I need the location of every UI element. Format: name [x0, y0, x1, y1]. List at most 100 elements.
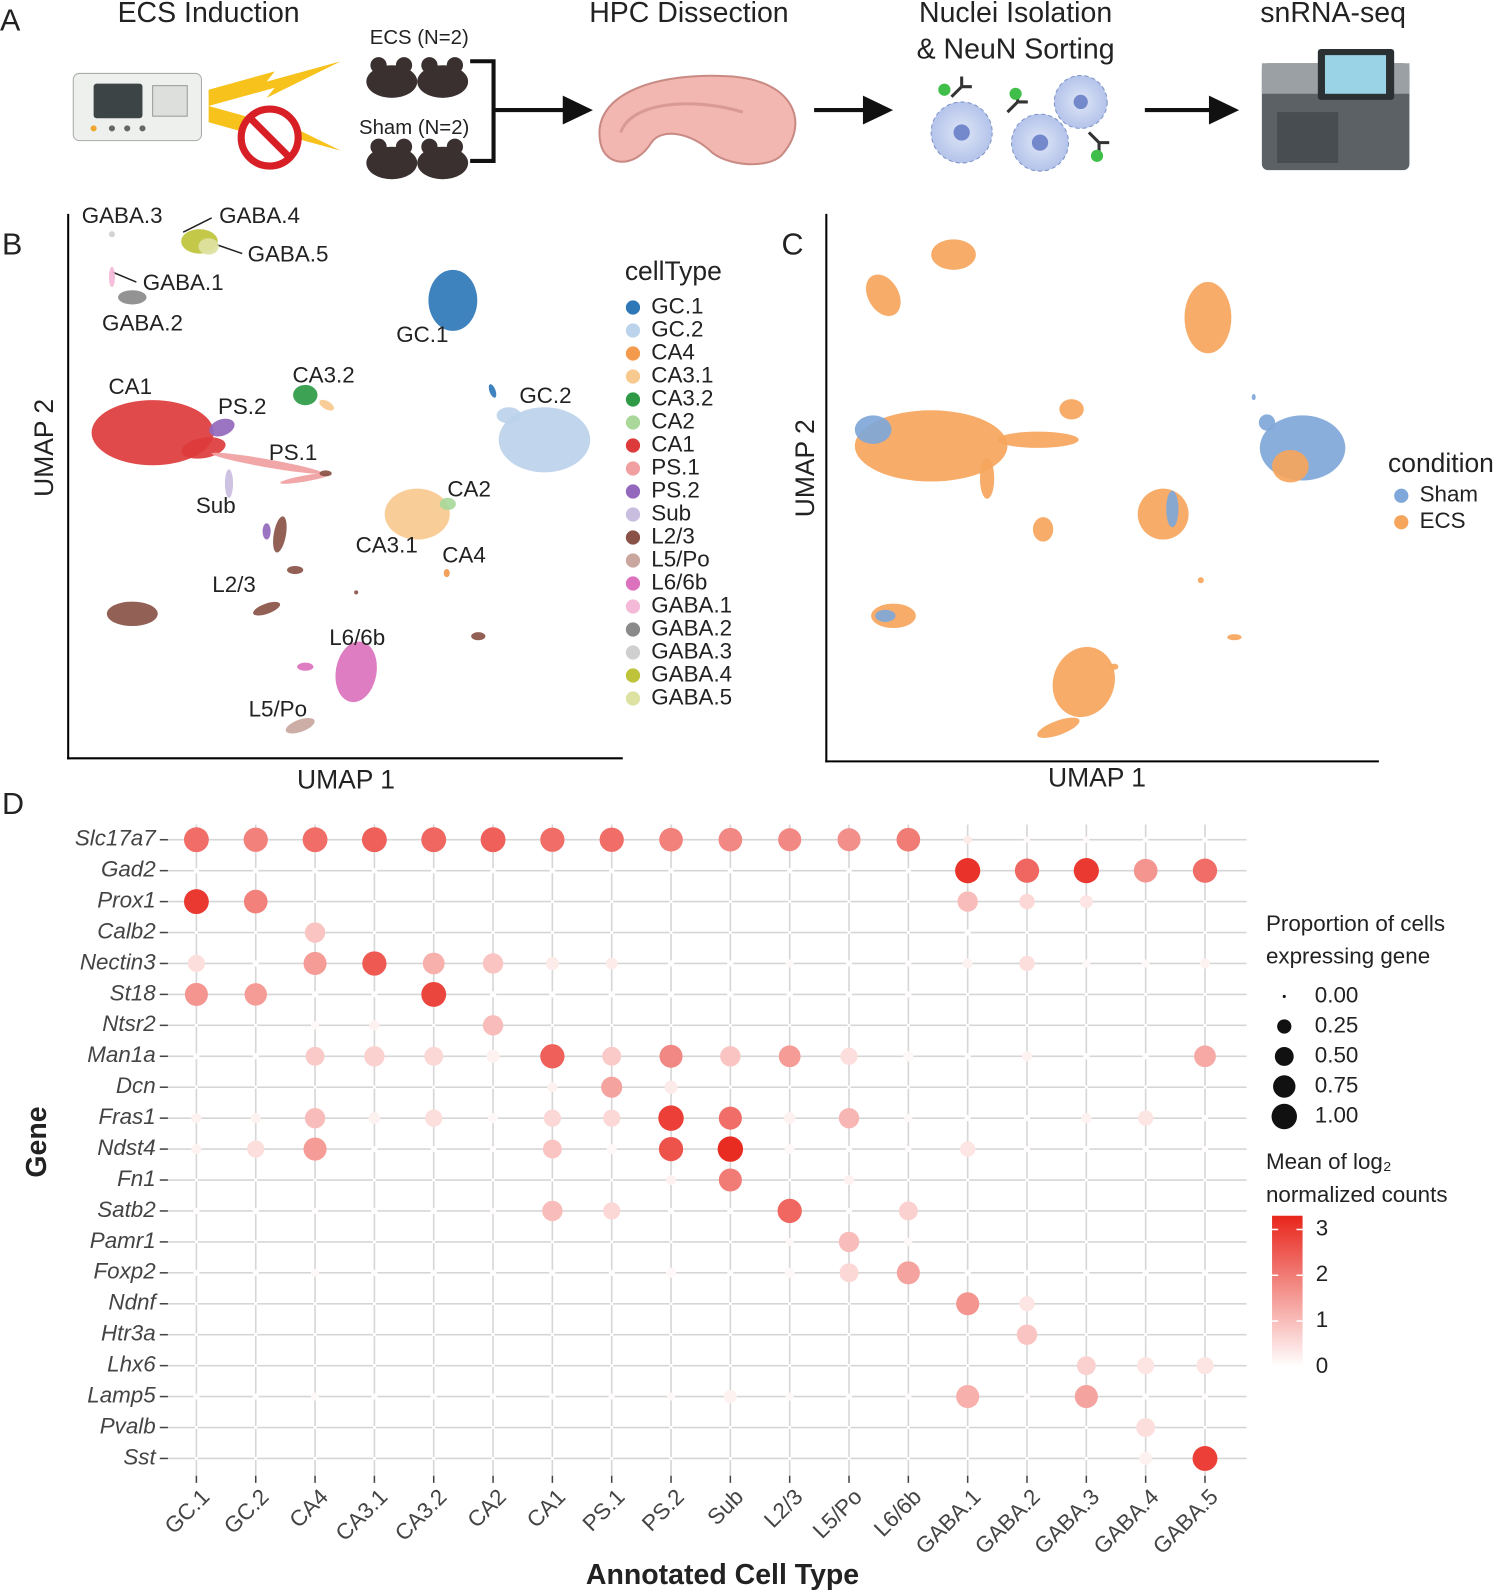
y-tick-label: Gad2: [101, 857, 156, 882]
cluster-label: CA3.2: [293, 363, 355, 388]
colorbar-label: 0: [1316, 1353, 1328, 1378]
y-tick-label: Man1a: [87, 1042, 155, 1067]
expression-dot: [1139, 1451, 1153, 1465]
cluster-label: GABA.1: [143, 270, 224, 295]
expression-dot: [303, 1137, 327, 1161]
colorbar-label: 1: [1316, 1307, 1328, 1332]
expression-dot: [1201, 1269, 1209, 1276]
cell-cluster: [273, 516, 287, 553]
expression-dot: [313, 1240, 317, 1244]
expression-dot: [1199, 958, 1211, 969]
expression-dot: [194, 1302, 198, 1306]
expression-dot: [487, 1113, 499, 1124]
expression-dot: [955, 858, 981, 884]
expression-dot: [372, 1085, 376, 1089]
size-legend-dot: [1273, 1075, 1296, 1098]
legend-title: cellType: [625, 256, 722, 286]
cluster-label: GABA.5: [248, 242, 329, 267]
legend-label: ECS: [1420, 508, 1466, 533]
cell-cluster: [108, 231, 115, 238]
cell-cluster: [428, 269, 478, 331]
expression-dot: [491, 1085, 495, 1089]
expression-dot: [966, 1240, 970, 1244]
expression-dot: [254, 1085, 258, 1089]
expression-dot: [547, 1082, 558, 1093]
dot-plot: Gene Annotated Cell Type Proportion of c…: [21, 824, 1448, 1591]
expression-dot: [665, 1267, 677, 1278]
expression-dot: [903, 1051, 914, 1062]
x-tick-label: L2/3: [759, 1484, 807, 1532]
y-axis-title: Gene: [21, 1106, 53, 1177]
expression-dot: [904, 1114, 913, 1123]
cell-cluster: [498, 407, 591, 473]
expression-dot: [372, 1178, 376, 1182]
expression-dot: [193, 1393, 200, 1400]
cell-cluster: [1166, 490, 1179, 528]
expression-dot: [1025, 1456, 1029, 1460]
expression-dot: [1083, 1145, 1090, 1153]
expression-dot: [669, 1456, 673, 1460]
expression-dot: [1144, 1209, 1148, 1213]
expression-dot: [1203, 1302, 1207, 1306]
expression-dot: [610, 1456, 614, 1460]
expression-dot: [1083, 1269, 1090, 1276]
expression-dot: [1202, 837, 1208, 843]
y-tick-label: Ndnf: [108, 1290, 158, 1315]
legend-marker: [625, 645, 641, 660]
expression-dot: [669, 931, 673, 935]
expression-dot: [254, 1333, 258, 1337]
expression-dot: [432, 1240, 436, 1244]
expression-dot: [193, 1207, 200, 1215]
cluster-label: GABA.4: [219, 203, 300, 228]
expression-dot: [843, 1174, 855, 1186]
cluster-label: CA1: [108, 374, 152, 399]
expression-dot: [1025, 1085, 1029, 1089]
expression-dot: [966, 1023, 970, 1027]
expression-dot: [1144, 1178, 1148, 1182]
expression-dot: [1025, 931, 1029, 935]
ecs-device: [72, 72, 203, 142]
y-tick-label: Fras1: [98, 1104, 155, 1129]
expression-dot: [1203, 1240, 1207, 1244]
legend-label: CA1: [651, 431, 695, 456]
expression-dot: [728, 931, 732, 935]
legend-marker: [625, 392, 641, 407]
expression-dot: [491, 931, 495, 935]
expression-dot: [906, 1023, 910, 1027]
expression-dot: [253, 868, 259, 874]
expression-dot: [432, 900, 436, 904]
expression-dot: [1203, 1085, 1207, 1089]
size-legend-label: 0.75: [1315, 1072, 1359, 1097]
y-tick-label: Sst: [123, 1444, 156, 1469]
expression-dot: [847, 1023, 851, 1027]
expression-dot: [545, 956, 559, 971]
expression-dot: [669, 900, 673, 904]
expression-dot: [550, 1364, 554, 1368]
cluster-label: GC.2: [519, 383, 571, 408]
size-legend-label: 0.00: [1315, 982, 1359, 1007]
expression-dot: [957, 891, 978, 912]
expression-dot: [1074, 1385, 1098, 1409]
expression-dot: [432, 1333, 436, 1337]
expression-dot: [191, 1144, 202, 1155]
expression-dot: [550, 1023, 554, 1027]
expression-dot: [1133, 858, 1158, 883]
expression-dot: [788, 1178, 792, 1182]
expression-dot: [728, 1302, 732, 1306]
x-tick-label: GABA.4: [1089, 1484, 1164, 1559]
expression-dot: [610, 1302, 614, 1306]
cell-cluster: [1258, 414, 1276, 431]
expression-dot: [962, 958, 973, 969]
cluster-label: CA4: [442, 543, 486, 568]
expression-dot: [603, 1109, 621, 1127]
expression-dot: [311, 1268, 320, 1277]
panel-label: A: [0, 4, 21, 38]
expression-dot: [718, 1168, 742, 1192]
expression-dot: [610, 1240, 614, 1244]
expression-dot: [788, 1333, 792, 1337]
expression-dot: [1019, 1296, 1035, 1312]
expression-dot: [183, 889, 209, 915]
x-tick-label: CA1: [522, 1484, 570, 1532]
expression-dot: [606, 1144, 617, 1155]
